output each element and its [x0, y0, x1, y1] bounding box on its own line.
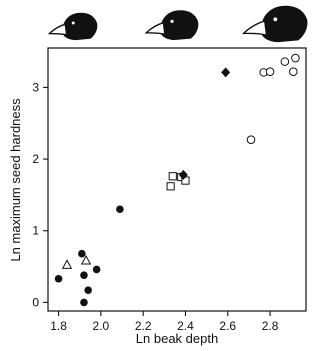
medium-beak-finch-head-beak [144, 21, 166, 36]
data-point-filled-circle [80, 271, 88, 279]
medium-beak-finch-head-eye [170, 19, 174, 23]
data-point-filled-diamond [221, 67, 231, 78]
y-tick-label: 2 [32, 152, 39, 166]
data-point-filled-circle [54, 274, 63, 283]
data-point-filled-diamond [178, 169, 188, 180]
axis-tick-labels: 1.8 2.0 2.2 2.4 2.6 2.8 0 1 2 3 [32, 80, 278, 333]
medium-beak-finch-head-silhouette [160, 10, 199, 41]
data-point-open-square [168, 172, 177, 181]
large-beak-finch-head-eye [273, 17, 278, 22]
data-point-filled-circle [116, 205, 124, 214]
data-point-open-square [166, 182, 175, 191]
small-beak-finch-head [47, 12, 98, 41]
large-beak-finch-head [241, 5, 308, 43]
data-point-filled-circle [92, 265, 101, 274]
x-tick-label: 2.0 [93, 319, 110, 333]
x-tick-label: 2.8 [262, 319, 279, 333]
data-point-open-circle [280, 57, 290, 66]
data-point-open-circle [265, 67, 275, 76]
y-tick-label: 3 [32, 80, 39, 94]
x-tick-label: 2.4 [177, 319, 194, 333]
data-point-open-triangle [80, 254, 92, 265]
y-tick-label: 0 [32, 295, 39, 309]
x-tick-label: 2.6 [219, 319, 236, 333]
data-point-filled-circle [84, 286, 92, 295]
large-beak-finch-head-silhouette [260, 5, 308, 43]
axis-ticks [43, 86, 271, 316]
data-point-open-circle [291, 53, 300, 63]
small-beak-finch-head-silhouette [62, 12, 98, 41]
y-tick-label: 1 [32, 224, 39, 238]
data-points [54, 53, 300, 307]
y-axis-label: Ln maximum seed hardness [8, 98, 23, 262]
data-point-open-triangle [61, 259, 73, 269]
data-point-open-circle [246, 135, 256, 145]
data-point-open-circle [289, 67, 298, 76]
data-point-filled-circle [80, 298, 88, 307]
small-beak-finch-head-beak [47, 23, 68, 36]
data-point-filled-circle [78, 249, 86, 258]
x-axis-label: Ln beak depth [136, 331, 218, 346]
medium-beak-finch-head [144, 10, 199, 41]
plot-frame [47, 47, 307, 312]
small-beak-finch-head-eye [71, 21, 75, 25]
large-beak-finch-head-beak [241, 20, 268, 37]
x-tick-label: 2.2 [135, 319, 152, 333]
x-tick-label: 1.8 [50, 319, 67, 333]
finch-heads [47, 5, 308, 43]
